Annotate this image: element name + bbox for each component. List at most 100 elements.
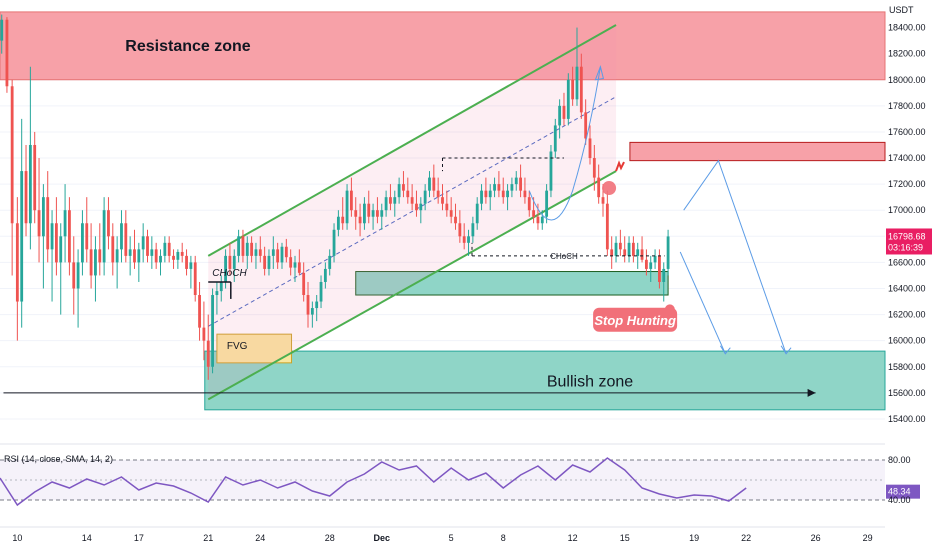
zone-demand-box <box>355 271 669 296</box>
stop-hunting-callout: Stop Hunting <box>593 307 678 332</box>
fvg-label: FVG <box>227 341 248 352</box>
candle-body <box>397 184 401 198</box>
candle-body <box>24 171 28 224</box>
candle-body <box>527 197 531 211</box>
candle-body <box>332 229 336 256</box>
candle-body <box>50 223 54 250</box>
candle-body <box>271 249 275 256</box>
candle-body <box>137 249 141 263</box>
candle-body <box>506 190 509 198</box>
zone-resistance-zone <box>0 11 886 81</box>
time-tick-label: 12 <box>568 533 578 543</box>
candle-body <box>666 236 670 269</box>
candle-body <box>467 236 470 243</box>
candle-body <box>245 242 249 256</box>
candle-body <box>371 210 375 217</box>
candle-body <box>605 203 609 250</box>
candle-body <box>475 203 479 224</box>
candle-body <box>250 242 254 256</box>
candle-body <box>98 249 102 263</box>
candle-body <box>558 105 562 126</box>
candle-body <box>349 190 353 211</box>
candle-body <box>514 177 518 185</box>
candle-body <box>358 216 362 224</box>
candle-body <box>384 197 388 211</box>
projection-curve <box>528 66 601 221</box>
price-tick-label: 16000.00 <box>888 336 926 346</box>
candle-body <box>354 210 358 217</box>
candle-body <box>323 268 327 282</box>
candle-body <box>631 242 635 256</box>
candle-body <box>228 255 232 269</box>
candle-body <box>588 138 592 159</box>
candle-body <box>215 291 219 296</box>
breakdown-spark <box>615 160 625 172</box>
price-tick-label: 17800.00 <box>888 101 926 111</box>
candle-body <box>497 184 501 191</box>
candle-body <box>644 259 648 269</box>
candle-body <box>72 262 76 289</box>
projection-curve-arrow <box>594 65 605 81</box>
candle-body <box>267 255 271 269</box>
candle-body <box>280 246 284 263</box>
candle-body <box>232 255 236 269</box>
candle-body <box>627 242 631 256</box>
candle-body <box>206 340 210 367</box>
candle-body <box>302 272 306 296</box>
candle-body <box>319 281 323 302</box>
candle-body <box>454 216 457 224</box>
stop-hunting-text: Stop Hunting <box>594 313 676 328</box>
choch-left-label: CHoCH <box>212 268 247 279</box>
time-tick-label: 5 <box>449 533 454 543</box>
candle-body <box>579 66 583 113</box>
price-tick-label: 16200.00 <box>888 310 926 320</box>
candle-body <box>150 249 154 256</box>
candle-body <box>623 249 627 256</box>
candles-layer <box>0 14 670 380</box>
candle-body <box>41 197 45 237</box>
price-tick-label: 18000.00 <box>888 75 926 85</box>
candle-body <box>297 262 301 273</box>
candle-body <box>10 86 14 224</box>
candle-body <box>20 171 24 302</box>
candle-countdown: 03:16:39 <box>888 242 923 252</box>
candle-body <box>154 249 158 263</box>
candle-body <box>5 19 9 87</box>
last-price-tag: 16798.68 03:16:39 <box>886 228 932 255</box>
rsi-level-lower: 40.00 <box>888 495 911 505</box>
candle-body <box>107 210 110 237</box>
candle-body <box>584 112 588 139</box>
candle-body <box>540 216 544 224</box>
price-tick-label: 17600.00 <box>888 127 926 137</box>
candle-body <box>202 327 206 341</box>
candle-body <box>458 223 462 237</box>
time-tick-label: 15 <box>620 533 630 543</box>
candle-body <box>237 236 241 256</box>
rsi-title: RSI (14, close, SMA, 14, 2) <box>4 454 113 464</box>
candle-body <box>640 249 644 260</box>
time-tick-label: 24 <box>255 533 265 543</box>
candle-body <box>345 190 349 224</box>
time-axis[interactable]: 10 14 17 21 24 28 Dec 5 8 12 15 19 22 26 29 <box>12 533 872 543</box>
candle-body <box>241 236 245 256</box>
time-tick-label: 14 <box>82 533 92 543</box>
zone-fvg <box>216 333 293 364</box>
price-tick-label: 16400.00 <box>888 283 926 293</box>
candle-body <box>276 249 280 263</box>
candle-body <box>649 262 653 269</box>
time-tick-label: 26 <box>811 533 821 543</box>
last-price-value: 16798.68 <box>888 231 926 241</box>
candle-body <box>436 190 440 198</box>
candle-body <box>159 255 162 263</box>
time-tick-label: 22 <box>741 533 751 543</box>
candle-body <box>284 246 288 258</box>
candle-body <box>54 223 58 263</box>
candle-body <box>15 223 19 302</box>
candle-body <box>536 216 540 224</box>
rsi-value: 48.34 <box>888 487 911 497</box>
candle-body <box>571 79 575 100</box>
candle-body <box>562 105 566 119</box>
candle-body <box>198 295 201 328</box>
